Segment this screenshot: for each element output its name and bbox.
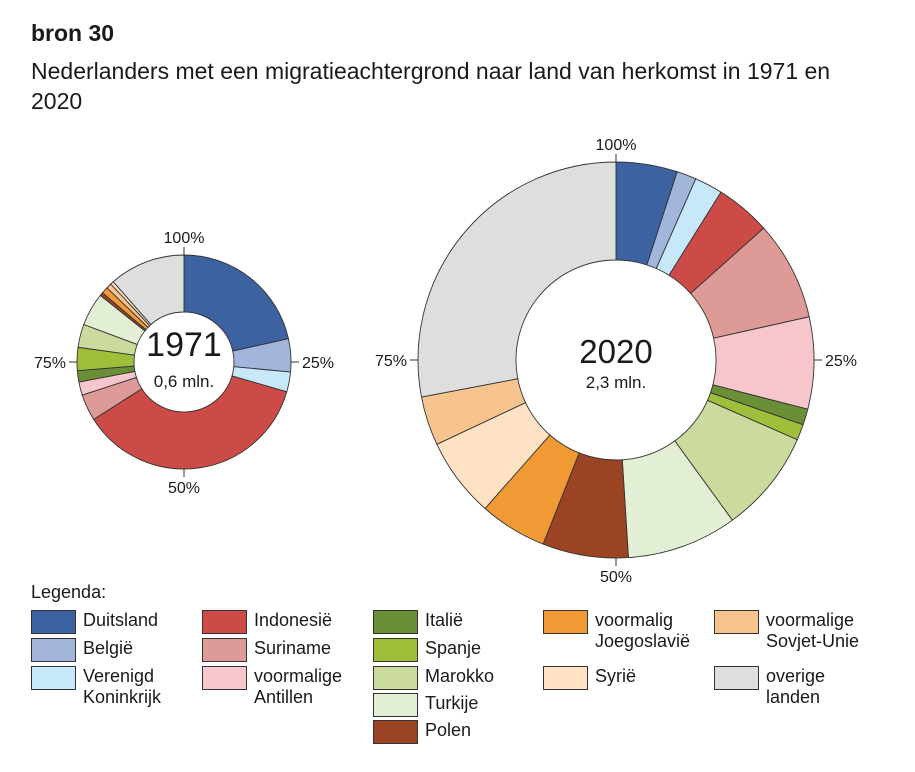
legend-item-italie: Italië: [373, 610, 535, 634]
slice-2020-overige-landen: [417, 161, 617, 398]
legend-item-suriname: Suriname: [202, 638, 364, 662]
legend-swatch-voormalig-joegoslavie: [543, 610, 588, 634]
center-label-2020: 2020: [579, 333, 652, 370]
legend-swatch-verenigd-koninkrijk: [31, 666, 76, 690]
legend-swatch-belgie: [31, 638, 76, 662]
legend-title: Legenda:: [31, 582, 107, 602]
legend-item-marokko: Marokko: [373, 666, 535, 690]
legend-label-overige-landen: overige landen: [766, 666, 826, 707]
legend-label-marokko: Marokko: [425, 666, 495, 686]
legend-swatch-italie: [373, 610, 418, 634]
legend-swatch-suriname: [202, 638, 247, 662]
legend-swatch-syrie: [543, 666, 588, 690]
legend-label-verenigd-koninkrijk: Verenigd Koninkrijk: [83, 666, 162, 707]
center-sublabel-1971: 0,6 mln.: [154, 372, 214, 391]
center-sublabel-2020: 2,3 mln.: [586, 373, 646, 392]
legend-swatch-polen: [373, 720, 418, 744]
legend-item-voormalige-antillen: voormalige Antillen: [202, 666, 364, 708]
chart-title: Nederlanders met een migratieachtergrond…: [31, 58, 831, 114]
legend-label-polen: Polen: [425, 720, 472, 740]
legend-item-syrie: Syrië: [543, 666, 705, 690]
legend-item-duitsland: Duitsland: [31, 610, 193, 634]
legend-label-syrie: Syrië: [595, 666, 637, 686]
legend-item-voormalige-sovjet-unie: voormalige Sovjet-Unie: [714, 610, 876, 652]
slice-1971-indonesie: [93, 375, 288, 470]
tick-label-2020-25: 25%: [825, 353, 857, 370]
legend-label-voormalige-antillen: voormalige Antillen: [254, 666, 343, 707]
legend-swatch-turkije: [373, 693, 418, 717]
tick-label-2020-100: 100%: [596, 137, 637, 154]
tick-label-2020-75: 75%: [375, 353, 407, 370]
legend-swatch-marokko: [373, 666, 418, 690]
legend-item-indonesie: Indonesië: [202, 610, 364, 634]
legend-label-duitsland: Duitsland: [83, 610, 159, 630]
center-label-1971: 1971: [146, 326, 222, 364]
donut-chart-1971: 100% 25% 50% 75% 1971 0,6 mln.: [34, 230, 334, 497]
tick-label-2020-50: 50%: [600, 569, 632, 586]
tick-label-1971-25: 25%: [302, 355, 334, 372]
legend-label-italie: Italië: [425, 610, 464, 630]
source-label: bron 30: [31, 20, 115, 46]
legend-item-polen: Polen: [373, 720, 535, 744]
legend-swatch-duitsland: [31, 610, 76, 634]
legend-label-belgie: België: [83, 638, 134, 658]
legend-label-indonesie: Indonesië: [254, 610, 333, 630]
tick-label-1971-100: 100%: [164, 230, 205, 247]
legend-swatch-spanje: [373, 638, 418, 662]
legend-item-voormalig-joegoslavie: voormalig Joegoslavië: [543, 610, 705, 652]
legend-swatch-voormalige-antillen: [202, 666, 247, 690]
legend-label-suriname: Suriname: [254, 638, 332, 658]
tick-label-1971-50: 50%: [168, 480, 200, 497]
legend-swatch-overige-landen: [714, 666, 759, 690]
legend-item-turkije: Turkije: [373, 693, 535, 717]
donut-chart-2020: 100% 25% 50% 75% 2020 2,3 mln.: [375, 137, 857, 586]
legend-label-voormalig-joegoslavie: voormalig Joegoslavië: [595, 610, 691, 651]
tick-label-1971-75: 75%: [34, 355, 66, 372]
legend-item-belgie: België: [31, 638, 193, 662]
legend-swatch-voormalige-sovjet-unie: [714, 610, 759, 634]
legend-label-spanje: Spanje: [425, 638, 482, 658]
legend-swatch-indonesie: [202, 610, 247, 634]
legend-item-verenigd-koninkrijk: Verenigd Koninkrijk: [31, 666, 193, 708]
legend-label-turkije: Turkije: [425, 693, 479, 713]
legend-item-overige-landen: overige landen: [714, 666, 876, 708]
legend-label-voormalige-sovjet-unie: voormalige Sovjet-Unie: [766, 610, 860, 651]
legend-item-spanje: Spanje: [373, 638, 535, 662]
slice-1971-duitsland: [183, 254, 289, 352]
